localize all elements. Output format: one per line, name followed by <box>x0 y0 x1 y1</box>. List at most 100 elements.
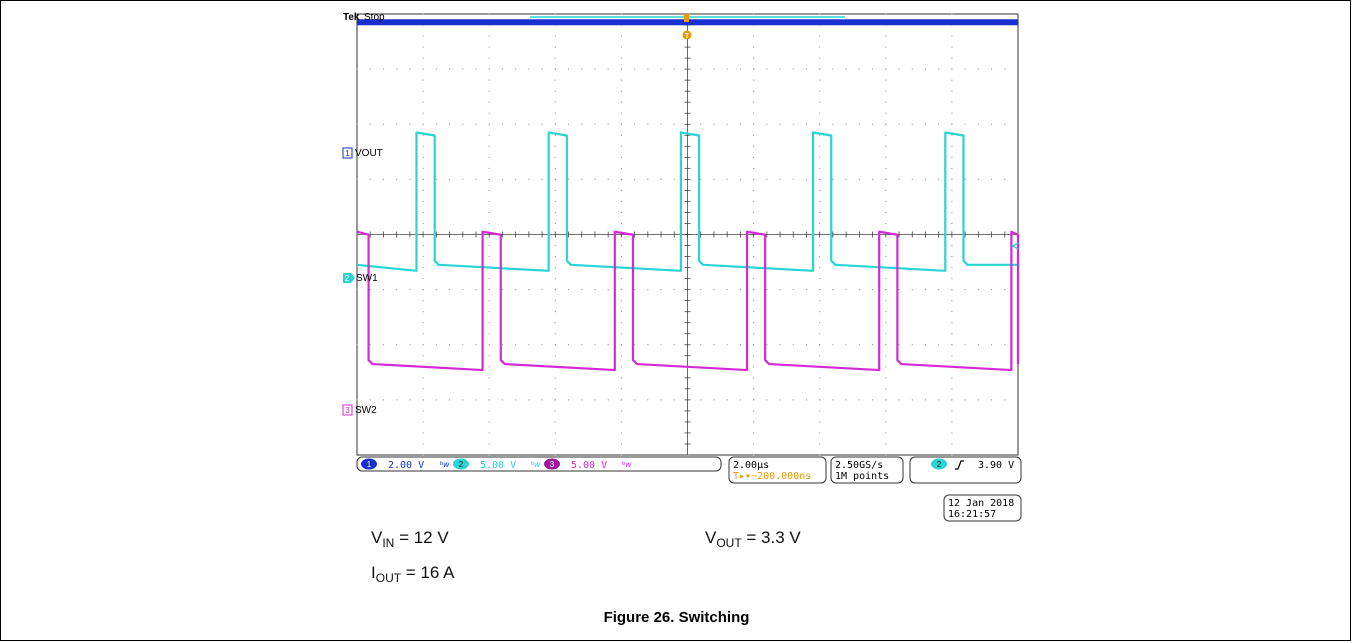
grid-dot <box>819 222 821 224</box>
grid-dot <box>422 222 424 224</box>
grid-dot <box>885 200 887 202</box>
grid-dot <box>488 112 490 114</box>
grid-dot <box>885 90 887 92</box>
grid-dot <box>554 167 556 169</box>
grid-dot <box>620 68 622 70</box>
grid-dot <box>885 333 887 335</box>
grid-dot <box>819 432 821 434</box>
grid-dot <box>832 68 834 70</box>
grid-dot <box>568 399 570 401</box>
grid-dot <box>845 344 847 346</box>
grid-dot <box>819 101 821 103</box>
grid-dot <box>541 123 543 125</box>
grid-dot <box>819 112 821 114</box>
grid-dot <box>924 123 926 125</box>
grid-dot <box>620 388 622 390</box>
grid-dot <box>554 377 556 379</box>
grid-dot <box>911 399 913 401</box>
grid-dot <box>554 300 556 302</box>
grid-dot <box>634 123 636 125</box>
grid-dot <box>488 167 490 169</box>
ch2-badge[interactable] <box>453 458 469 470</box>
grid-dot <box>872 399 874 401</box>
grid-dot <box>422 13 424 15</box>
grid-dot <box>832 344 834 346</box>
grid-dot <box>422 399 424 401</box>
trigger-marker-icon[interactable] <box>682 30 692 40</box>
grid-dot <box>819 211 821 213</box>
trigger-delay: T▸▾−200.000ns <box>733 471 811 482</box>
grid-dot <box>858 399 860 401</box>
grid-dot <box>898 399 900 401</box>
grid-dot <box>488 355 490 357</box>
svg-text:1: 1 <box>345 149 350 158</box>
grid-dot <box>422 79 424 81</box>
ch2-marker[interactable]: 2 <box>343 273 355 283</box>
grid-dot <box>620 123 622 125</box>
grid-dot <box>951 145 953 147</box>
grid-dot <box>885 410 887 412</box>
channel-scale-box[interactable] <box>356 456 722 472</box>
timebase-box[interactable] <box>728 456 827 484</box>
grid-dot <box>951 46 953 48</box>
grid-dot <box>832 123 834 125</box>
grid-dot <box>872 123 874 125</box>
grid-dot <box>620 145 622 147</box>
grid-dot <box>819 57 821 59</box>
grid-dot <box>620 366 622 368</box>
time: 16:21:57 <box>948 509 996 520</box>
grid-dot <box>792 289 794 291</box>
grid-dot <box>819 421 821 423</box>
grid-dot <box>488 245 490 247</box>
grid-dot <box>422 134 424 136</box>
grid-dot <box>885 377 887 379</box>
grid-dot <box>753 90 755 92</box>
grid-dot <box>475 123 477 125</box>
grid-dot <box>647 399 649 401</box>
grid-dot <box>382 289 384 291</box>
grid-dot <box>422 388 424 390</box>
grid-dot <box>819 245 821 247</box>
grid-dot <box>858 289 860 291</box>
grid-dot <box>792 344 794 346</box>
grid-dot <box>568 68 570 70</box>
grid-dot <box>951 189 953 191</box>
grid-dot <box>620 432 622 434</box>
grid-dot <box>647 68 649 70</box>
datetime-box <box>943 494 1022 522</box>
grid-dot <box>528 399 530 401</box>
grid-dot <box>488 300 490 302</box>
grid-dot <box>951 289 953 291</box>
grid-dot <box>488 222 490 224</box>
ch1-marker[interactable]: 1 <box>342 147 353 159</box>
grid-dot <box>488 46 490 48</box>
grid-dot <box>594 399 596 401</box>
grid-dot <box>766 178 768 180</box>
grid-dot <box>792 68 794 70</box>
acquisition-box[interactable] <box>830 456 904 484</box>
trigger-position-icon[interactable] <box>684 14 689 22</box>
svg-text:3: 3 <box>345 406 350 415</box>
grid-dot <box>739 344 741 346</box>
grid-dot <box>462 399 464 401</box>
grid-dot <box>885 311 887 313</box>
grid-dot <box>541 344 543 346</box>
grid-dot <box>554 222 556 224</box>
grid-dot <box>369 289 371 291</box>
grid-dot <box>911 344 913 346</box>
grid-dot <box>422 311 424 313</box>
grid-dot <box>753 344 755 346</box>
grid-dot <box>620 322 622 324</box>
ch3-badge[interactable] <box>544 458 560 470</box>
ch3-marker[interactable]: 3 <box>342 404 353 416</box>
grid-dot <box>872 344 874 346</box>
grid-dot <box>819 289 821 291</box>
grid-dot <box>885 289 887 291</box>
grid-dot <box>938 289 940 291</box>
grid-dot <box>581 344 583 346</box>
grid-dot <box>409 289 411 291</box>
grid-dot <box>620 421 622 423</box>
ch1-badge[interactable] <box>361 458 377 470</box>
grid-dot <box>951 322 953 324</box>
grid-dot <box>819 13 821 15</box>
